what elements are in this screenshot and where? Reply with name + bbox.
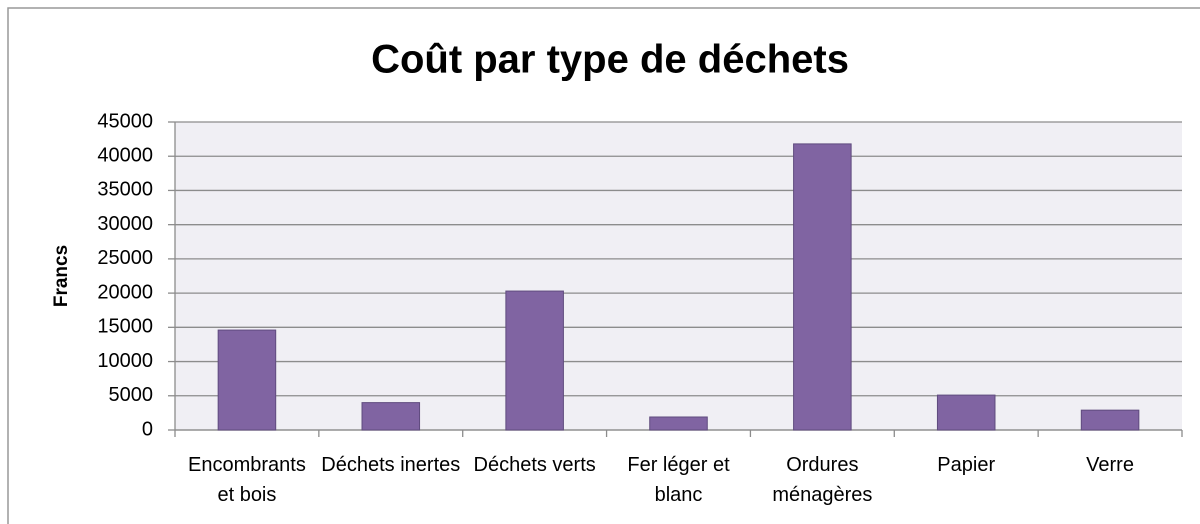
bar bbox=[1080, 409, 1140, 431]
bar bbox=[217, 329, 277, 431]
bar bbox=[793, 143, 852, 431]
x-tick-label: Encombrants et bois bbox=[188, 454, 306, 506]
y-tick-label: 0 bbox=[142, 418, 153, 440]
x-tick-label: Papier bbox=[937, 454, 996, 476]
y-tick-label: 15000 bbox=[97, 316, 153, 338]
x-tick-label: Déchets verts bbox=[473, 454, 596, 476]
y-tick-label: 40000 bbox=[97, 145, 153, 167]
x-tick-label: Ordures ménagères bbox=[772, 454, 873, 506]
x-tick-label: Fer léger et blanc bbox=[627, 454, 730, 506]
x-tick-label: Déchets inertes bbox=[321, 454, 461, 476]
y-tick-label: 35000 bbox=[97, 179, 153, 201]
bar bbox=[505, 290, 564, 431]
bar bbox=[649, 416, 708, 431]
bar bbox=[936, 394, 996, 431]
y-tick-label: 25000 bbox=[97, 247, 153, 269]
y-axis-label: Francs bbox=[51, 245, 72, 307]
chart-title: Coût par type de déchets bbox=[371, 38, 849, 82]
x-tick-label: Verre bbox=[1086, 454, 1134, 476]
bar bbox=[361, 402, 421, 431]
y-tick-label: 30000 bbox=[97, 213, 153, 235]
y-tick-label: 10000 bbox=[97, 350, 153, 372]
plot-area bbox=[175, 122, 1182, 430]
y-tick-label: 5000 bbox=[109, 384, 154, 406]
y-tick-label: 45000 bbox=[97, 110, 153, 132]
y-tick-label: 20000 bbox=[97, 281, 153, 303]
